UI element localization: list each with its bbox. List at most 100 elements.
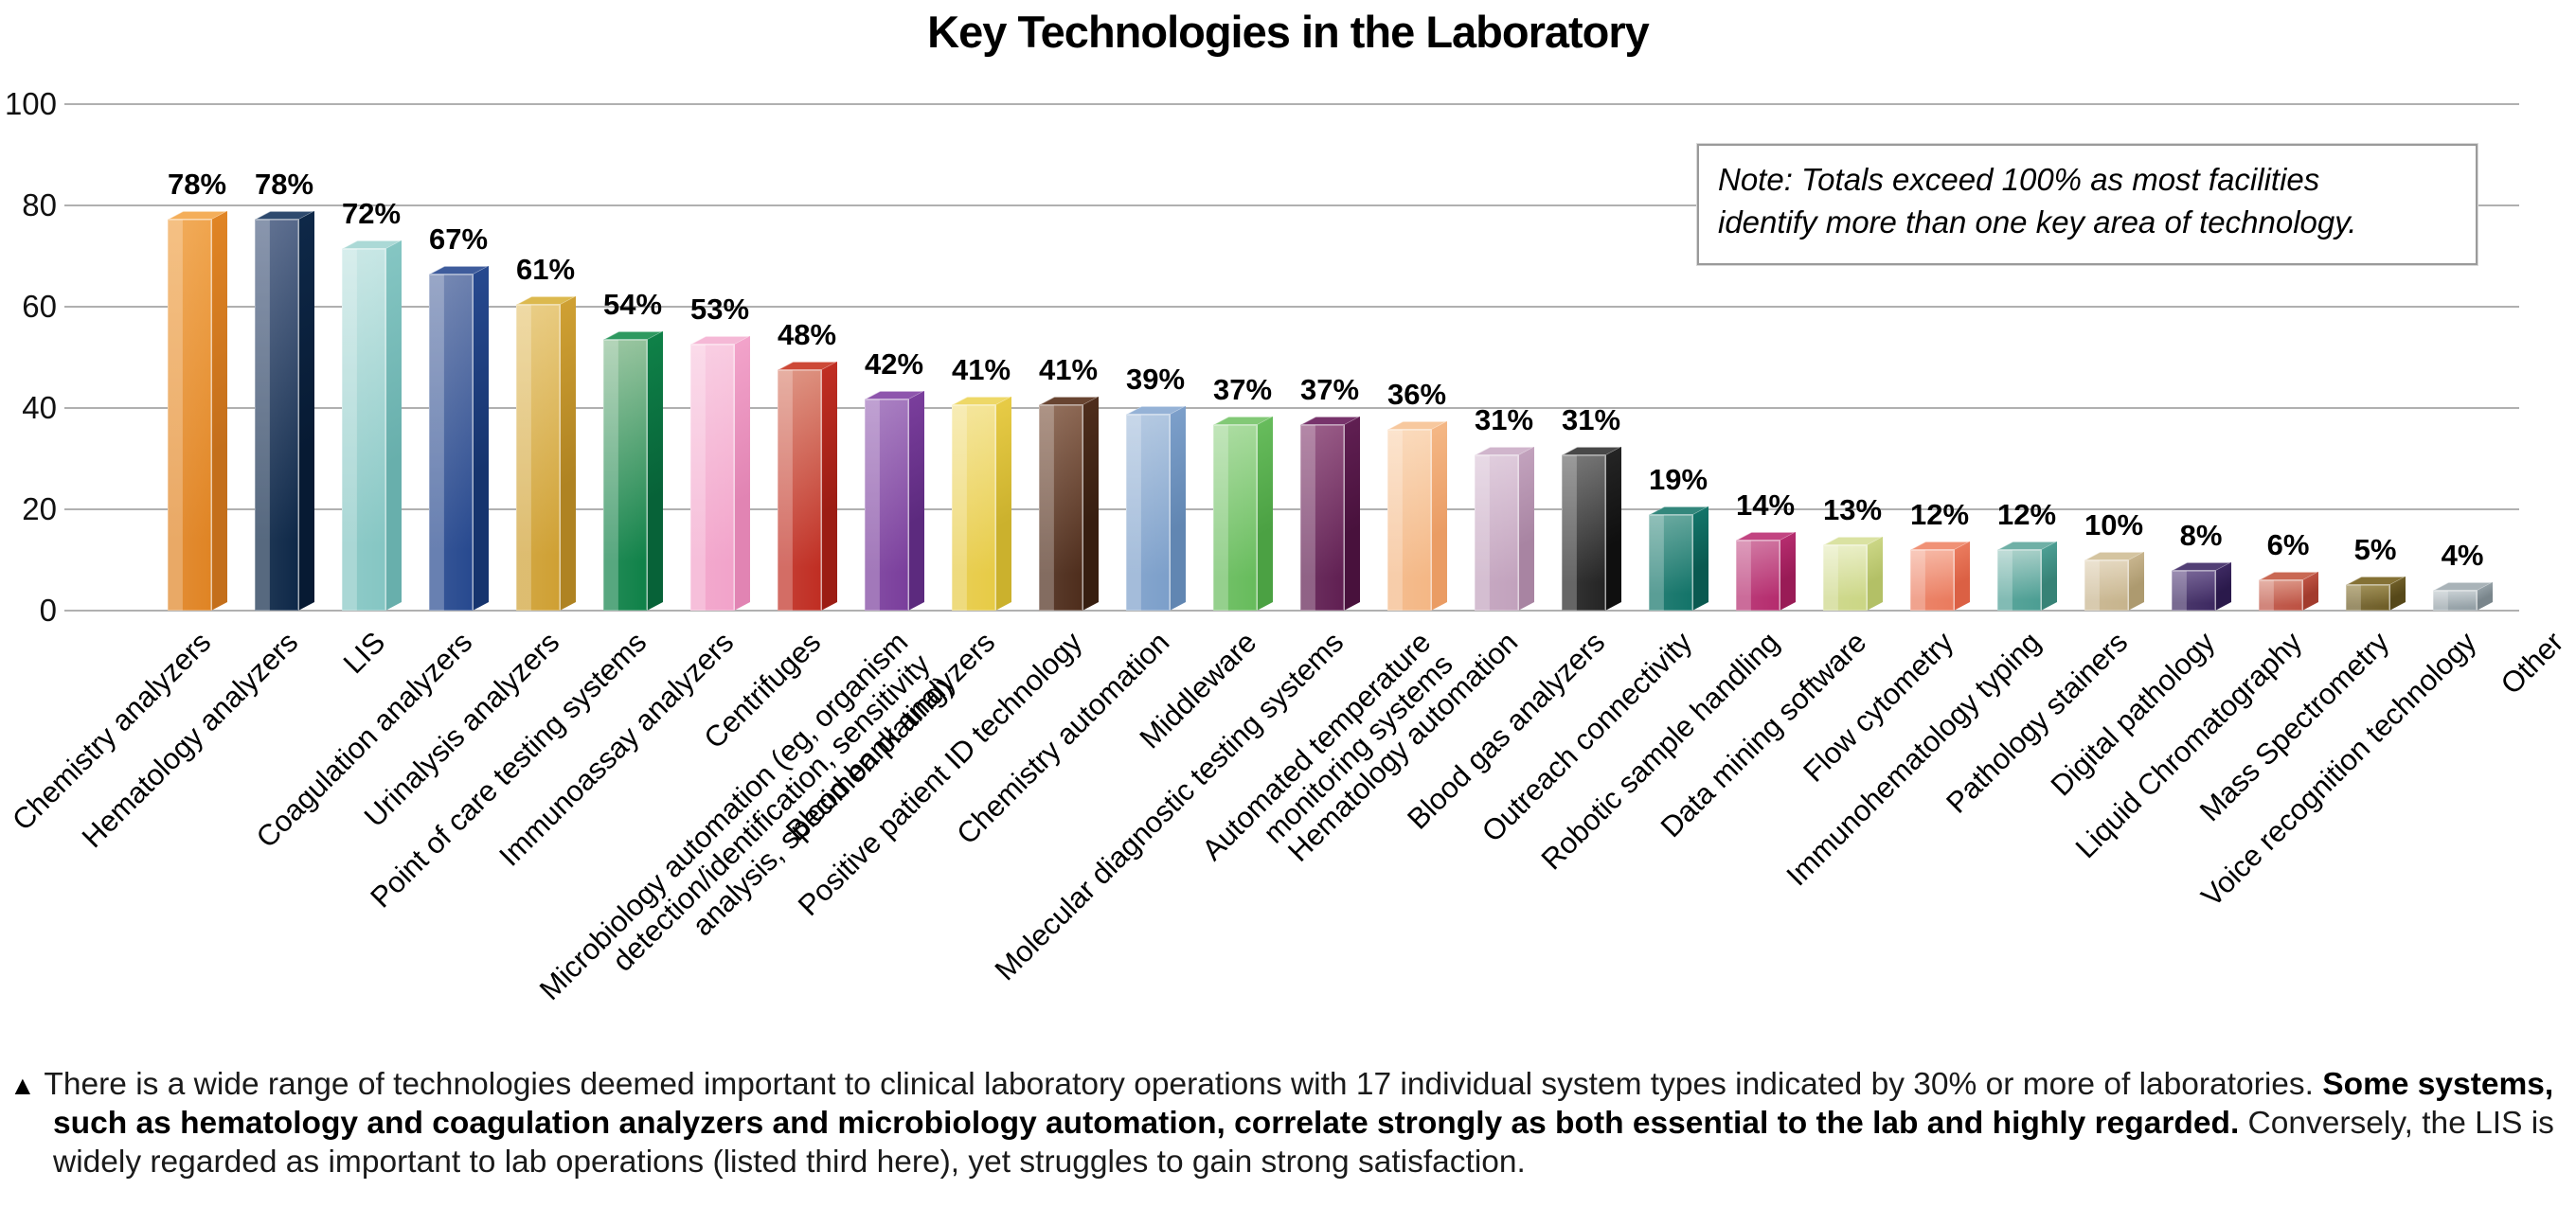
bar-side-face (2041, 541, 2057, 611)
bar-robotic-sample-handling (1736, 531, 1796, 611)
bar-side-face (298, 210, 314, 611)
page-title: Key Technologies in the Laboratory (927, 7, 1650, 57)
bar-side-face (473, 265, 489, 611)
bar-side-face (821, 361, 837, 611)
bar-side-face (995, 396, 1011, 611)
note-box: Note: Totals exceed 100% as most facilit… (1697, 144, 2478, 265)
x-axis-category-label: Microbiology automation (eg, organism de… (532, 625, 958, 1007)
value-label: 39% (1125, 363, 1186, 396)
bar-side-face (2215, 561, 2231, 611)
bar-side-face (560, 295, 576, 611)
note-line-1: Note: Totals exceed 100% as most facilit… (1718, 162, 2320, 197)
bar-front-face (168, 220, 211, 611)
bar-front-face (1823, 545, 1867, 611)
y-gridline-100 (64, 103, 2519, 105)
y-axis-tick-label: 100 (4, 86, 57, 121)
bar-front-face (1997, 550, 2041, 611)
value-label: 14% (1735, 488, 1796, 522)
bar-side-face (1867, 536, 1883, 611)
bar-front-face (2433, 591, 2477, 611)
bar-front-face (865, 399, 908, 611)
value-label: 41% (951, 353, 1011, 386)
bar-side-face (1170, 405, 1186, 611)
value-label: 5% (2353, 533, 2397, 566)
bar-chemistry-analyzers (168, 210, 227, 611)
y-axis-tick-label: 60 (22, 289, 57, 324)
bar-hematology-analyzers (255, 210, 314, 611)
bar-outreach-connectivity (1649, 506, 1708, 611)
bar-side-face (1780, 531, 1796, 611)
bar-side-face (1082, 396, 1099, 611)
value-label: 78% (254, 168, 314, 201)
footnote-text-normal-1: There is a wide range of technologies de… (44, 1067, 2323, 1102)
value-label: 31% (1561, 403, 1621, 436)
bar-front-face (2346, 585, 2389, 611)
value-label: 54% (602, 288, 663, 321)
bar-voice-recognition-technology (2433, 581, 2493, 611)
value-label: 6% (2266, 528, 2310, 561)
bar-front-face (255, 220, 298, 611)
bar-point-of-care-testing-systems (603, 330, 663, 611)
value-label: 36% (1386, 378, 1447, 411)
bar-side-face (385, 240, 402, 611)
bar-coagulation-analyzers (429, 265, 489, 611)
bar-front-face (603, 340, 647, 611)
bar-front-face (1562, 455, 1605, 611)
bar-molecular-diagnostic-testing-systems (1300, 416, 1360, 611)
y-gridline-40 (64, 407, 2519, 409)
bar-mass-spectrometry (2346, 576, 2406, 611)
bar-front-face (516, 305, 560, 611)
bar-front-face (429, 275, 473, 611)
value-label: 13% (1822, 493, 1883, 526)
value-label: 72% (341, 197, 402, 230)
bar-blood-bank-analyzers (952, 396, 1011, 611)
bar-front-face (2259, 580, 2302, 611)
bar-front-face (2084, 560, 2128, 611)
footnote-text-normal-2: Conversely, the LIS is widely regarded a… (53, 1105, 2554, 1180)
value-label: 10% (2084, 508, 2144, 541)
bar-side-face (647, 330, 663, 611)
y-gridline-0 (64, 610, 2519, 612)
y-gridline-80 (64, 204, 2519, 206)
bar-front-face (1475, 455, 1518, 611)
bar-side-face (1431, 420, 1447, 611)
bar-urinalysis-analyzers (516, 295, 576, 611)
bar-chemistry-automation (1126, 405, 1186, 611)
bar-digital-pathology (2172, 561, 2231, 611)
note-line-2: identify more than one key area of techn… (1718, 204, 2357, 240)
value-label: 31% (1474, 403, 1534, 436)
bar-hematology-automation (1475, 446, 1534, 611)
y-axis-tick-label: 20 (22, 491, 57, 526)
bar-front-face (1126, 415, 1170, 611)
bar-side-face (1257, 416, 1273, 611)
bar-pathology-stainers (2084, 551, 2144, 611)
value-label: 61% (515, 253, 576, 286)
bar-automated-temperature (1387, 420, 1447, 611)
y-axis-tick-label: 0 (39, 593, 57, 628)
value-label: 8% (2179, 519, 2223, 552)
bar-data-mining-software (1823, 536, 1883, 611)
bar-immunoassay-analyzers (690, 335, 750, 611)
bar-front-face (1213, 425, 1257, 611)
bar-lis (342, 240, 402, 611)
bar-side-face (908, 390, 924, 611)
bar-microbiology-automation-eg-organism (865, 390, 924, 611)
value-label: 19% (1648, 463, 1708, 496)
bar-front-face (778, 370, 821, 611)
value-label: 12% (1996, 498, 2057, 531)
value-label: 67% (428, 222, 489, 256)
y-gridline-20 (64, 508, 2519, 510)
value-label: 37% (1299, 373, 1360, 406)
bar-middleware (1213, 416, 1273, 611)
bar-immunohematology-typing (1997, 541, 2057, 611)
bar-side-face (1344, 416, 1360, 611)
value-label: 37% (1212, 373, 1273, 406)
bar-front-face (1910, 550, 1954, 611)
bar-front-face (342, 249, 385, 611)
bar-side-face (1954, 541, 1970, 611)
value-label: 12% (1909, 498, 1970, 531)
bar-front-face (1736, 541, 1780, 611)
value-label: 42% (864, 347, 924, 381)
y-gridline-60 (64, 306, 2519, 308)
